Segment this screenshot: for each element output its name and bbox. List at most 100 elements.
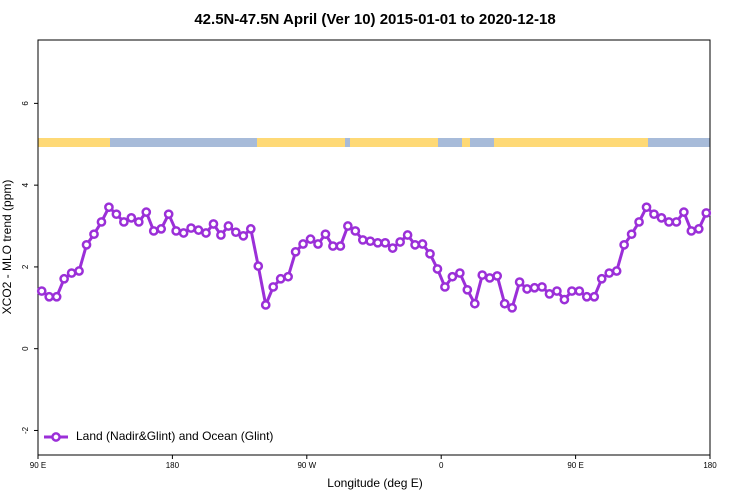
x-tick-label: 0 bbox=[439, 461, 444, 470]
data-point bbox=[455, 268, 465, 278]
y-axis-label: XCO2 - MLO trend (ppm) bbox=[0, 180, 14, 315]
y-tick-label: 4 bbox=[21, 182, 30, 187]
legend: Land (Nadir&Glint) and Ocean (Glint) bbox=[44, 429, 273, 443]
data-point bbox=[156, 224, 167, 234]
data-point bbox=[119, 217, 129, 227]
data-point bbox=[395, 237, 405, 247]
data-point bbox=[320, 229, 331, 240]
y-tick-label: -2 bbox=[21, 426, 30, 434]
data-point bbox=[253, 261, 264, 271]
data-point bbox=[544, 289, 555, 299]
data-point bbox=[417, 239, 428, 249]
data-point bbox=[290, 246, 301, 257]
data-point bbox=[133, 217, 144, 227]
data-point bbox=[574, 286, 585, 296]
data-point bbox=[201, 228, 211, 238]
data-point bbox=[507, 302, 517, 313]
data-point bbox=[529, 282, 540, 293]
data-point bbox=[372, 237, 383, 248]
data-point bbox=[81, 239, 92, 250]
data-point bbox=[537, 282, 547, 292]
data-point bbox=[365, 236, 376, 247]
data-point bbox=[484, 273, 495, 283]
data-point bbox=[425, 248, 435, 259]
data-point bbox=[141, 207, 152, 217]
data-point bbox=[492, 271, 503, 281]
data-point bbox=[634, 217, 644, 227]
data-point bbox=[44, 291, 55, 302]
data-point bbox=[514, 277, 525, 287]
data-point bbox=[357, 235, 368, 245]
x-tick-label: 90 E bbox=[567, 461, 583, 470]
data-point bbox=[268, 282, 279, 292]
data-point bbox=[238, 230, 249, 241]
data-point bbox=[260, 300, 271, 310]
y-tick-label: 0 bbox=[21, 346, 30, 351]
data-point bbox=[245, 224, 256, 234]
data-point bbox=[432, 264, 443, 274]
data-point bbox=[74, 266, 84, 276]
data-point bbox=[298, 239, 308, 249]
data-point bbox=[671, 217, 682, 227]
data-point bbox=[305, 234, 316, 244]
data-point bbox=[469, 298, 480, 309]
data-point bbox=[567, 286, 577, 296]
data-point bbox=[589, 291, 600, 302]
data-point bbox=[171, 226, 181, 236]
data-point bbox=[178, 228, 189, 238]
data-point bbox=[693, 224, 704, 234]
data-point bbox=[656, 213, 667, 223]
data-point bbox=[186, 223, 196, 233]
data-point bbox=[664, 217, 674, 227]
data-point bbox=[686, 226, 697, 236]
data-point bbox=[89, 229, 99, 240]
plot-frame bbox=[37, 39, 711, 456]
data-point bbox=[126, 213, 137, 223]
data-point bbox=[350, 226, 361, 236]
data-point bbox=[402, 230, 413, 240]
data-point bbox=[66, 268, 77, 278]
data-point bbox=[59, 273, 69, 284]
data-point bbox=[380, 237, 391, 248]
data-point bbox=[223, 221, 234, 231]
legend-label: Land (Nadir&Glint) and Ocean (Glint) bbox=[76, 429, 273, 443]
data-point bbox=[387, 243, 398, 253]
data-point bbox=[462, 284, 473, 295]
data-point bbox=[283, 271, 293, 282]
data-point bbox=[552, 286, 562, 296]
data-point bbox=[604, 268, 615, 278]
data-point bbox=[701, 208, 712, 218]
y-tick-label: 6 bbox=[21, 101, 30, 106]
x-tick-label: 180 bbox=[703, 461, 717, 470]
chart-title: 42.5N-47.5N April (Ver 10) 2015-01-01 to… bbox=[194, 11, 555, 28]
data-point bbox=[148, 226, 159, 236]
data-point bbox=[96, 217, 107, 227]
data-point bbox=[313, 239, 323, 249]
data-point bbox=[36, 286, 47, 296]
data-point bbox=[522, 284, 532, 294]
x-tick-label: 180 bbox=[166, 461, 180, 470]
data-point bbox=[328, 241, 338, 251]
legend-marker bbox=[51, 432, 61, 442]
data-point bbox=[477, 270, 488, 280]
data-point bbox=[51, 291, 62, 302]
data-point bbox=[208, 219, 219, 229]
land-ocean-strip bbox=[38, 138, 710, 147]
x-axis-label: Longitude (deg E) bbox=[327, 476, 422, 490]
data-point bbox=[596, 273, 607, 284]
data-point bbox=[216, 230, 226, 240]
y-tick-label: 2 bbox=[21, 264, 30, 269]
data-point bbox=[641, 202, 652, 213]
data-point bbox=[440, 282, 450, 292]
data-point bbox=[163, 209, 174, 220]
data-point bbox=[275, 273, 286, 284]
x-tick-label: 90 E bbox=[30, 461, 46, 470]
data-point bbox=[335, 241, 346, 251]
data-point bbox=[679, 207, 689, 217]
data-point bbox=[626, 229, 637, 240]
data-point bbox=[619, 239, 629, 250]
data-point bbox=[611, 266, 622, 276]
data-point bbox=[649, 209, 659, 220]
data-point bbox=[499, 298, 510, 309]
